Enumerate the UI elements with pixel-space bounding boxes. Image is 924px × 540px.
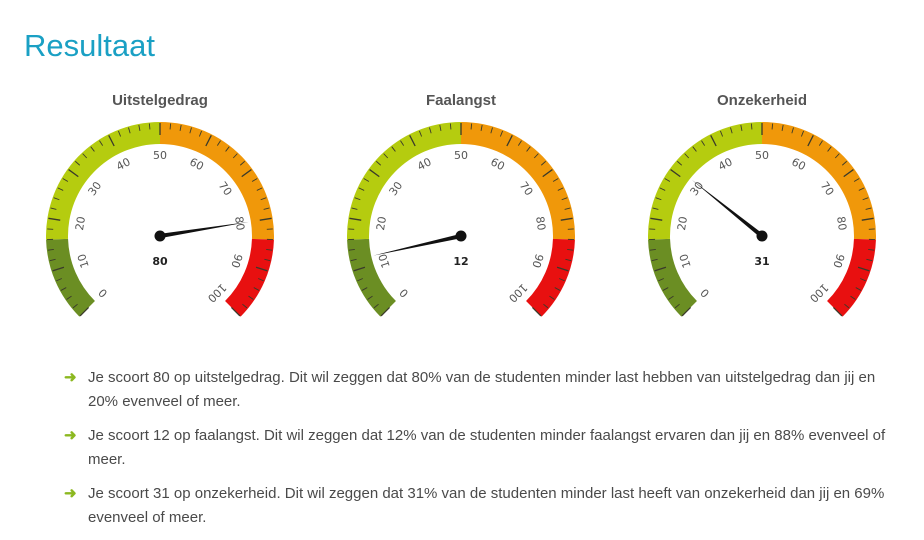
gauge-minor-tick: [772, 124, 773, 130]
gauge-band: [160, 122, 274, 240]
gauge-tick-label: 0: [397, 286, 411, 300]
gauge-minor-tick: [751, 124, 752, 130]
gauge-tick-label: 50: [454, 149, 468, 162]
gauge-needle-hub: [456, 231, 467, 242]
gauge-band: [46, 122, 160, 240]
arrow-right-icon: ➜: [64, 482, 77, 506]
gauge-value-label: 80: [152, 255, 168, 268]
result-item-faalangst: ➜ Je scoort 12 op faalangst. Dit wil zeg…: [64, 424, 904, 472]
gauge-tick-label: 80: [533, 215, 548, 231]
gauge-tick-label: 90: [830, 252, 847, 269]
gauge-tick-label: 50: [755, 149, 769, 162]
arrow-right-icon: ➜: [64, 424, 77, 448]
gauge-tick-label: 20: [374, 215, 389, 231]
gauge-needle: [692, 180, 764, 238]
gauge-minor-tick: [149, 124, 150, 130]
gauge-tick-label: 20: [73, 215, 88, 231]
result-text: Je scoort 80 op uitstelgedrag. Dit wil z…: [88, 369, 875, 410]
result-item-onzekerheid: ➜ Je scoort 31 op onzekerheid. Dit wil z…: [64, 482, 904, 530]
gauge-minor-tick: [170, 124, 171, 130]
gauge-band: [46, 239, 95, 317]
gauge-band: [461, 122, 575, 240]
gauge-needle-hub: [155, 231, 166, 242]
results-list: ➜ Je scoort 80 op uitstelgedrag. Dit wil…: [64, 366, 904, 540]
gauge-tick-label: 60: [789, 155, 807, 173]
gauge-band: [762, 122, 876, 240]
gauge-tick-label: 50: [153, 149, 167, 162]
gauge-tick-label: 60: [488, 155, 506, 173]
gauge-minor-tick: [450, 124, 451, 130]
gauge-needle-hub: [757, 231, 768, 242]
gauge-band: [347, 122, 461, 240]
gauge-band: [347, 239, 396, 317]
gauge-tick-label: 20: [675, 215, 690, 231]
arrow-right-icon: ➜: [64, 366, 77, 390]
gauge-value-label: 12: [453, 255, 468, 268]
gauge-needle: [373, 234, 461, 256]
gauge-tick-label: 30: [387, 179, 406, 198]
gauge-tick-label: 0: [698, 286, 712, 300]
gauge-tick-label: 10: [677, 252, 694, 269]
gauge-band: [827, 239, 876, 317]
gauge-band: [526, 239, 575, 317]
gauge-tick-label: 10: [376, 252, 393, 269]
gauge-tick-label: 0: [96, 286, 110, 300]
gauge-tick-label: 70: [517, 179, 536, 198]
gauge-tick-label: 40: [415, 155, 433, 173]
result-item-uitstelgedrag: ➜ Je scoort 80 op uitstelgedrag. Dit wil…: [64, 366, 904, 414]
gauge-tick-label: 80: [834, 215, 849, 231]
gauge-minor-tick: [471, 124, 472, 130]
gauge-tick-label: 30: [86, 179, 105, 198]
gauge-tick-label: 70: [818, 179, 837, 198]
gauge-tick-label: 40: [114, 155, 132, 173]
gauge-band: [648, 239, 697, 317]
gauge-tick-label: 40: [716, 155, 734, 173]
gauge-tick-label: 90: [529, 252, 546, 269]
gauge-tick-label: 60: [187, 155, 205, 173]
gauge-band: [225, 239, 274, 317]
gauge-tick-label: 90: [228, 252, 245, 269]
gauge-tick-label: 70: [216, 179, 235, 198]
gauge-tick-label: 10: [75, 252, 92, 269]
result-text: Je scoort 31 op onzekerheid. Dit wil zeg…: [88, 485, 884, 526]
result-text: Je scoort 12 op faalangst. Dit wil zegge…: [88, 427, 885, 468]
gauge-value-label: 31: [754, 255, 769, 268]
